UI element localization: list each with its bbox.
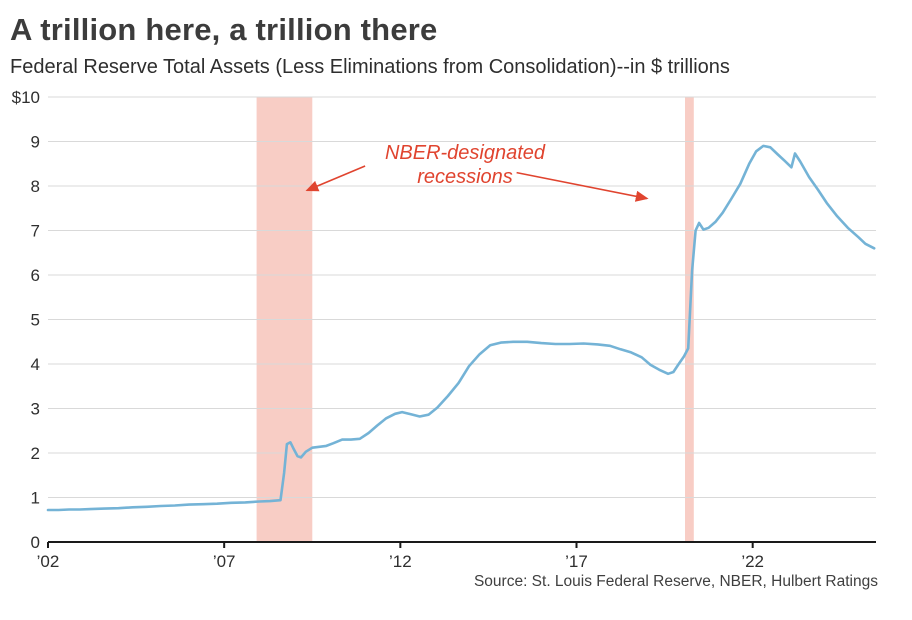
y-tick-label: 0 [31,533,40,552]
x-tick-label: ’07 [213,552,236,571]
y-tick-label: 9 [31,133,40,152]
x-tick-label: ’17 [565,552,588,571]
x-tick-label: ’12 [389,552,412,571]
annotation-arrow [305,165,366,192]
y-tick-label: 7 [31,222,40,241]
y-tick-label: 6 [31,266,40,285]
y-tick-label: 8 [31,177,40,196]
assets-line [46,144,876,512]
x-tick-label: ’22 [741,552,764,571]
y-tick-label: 2 [31,444,40,463]
annotation-arrow [516,171,649,202]
y-tick-label: 5 [31,311,40,330]
x-tick-label: ’02 [37,552,60,571]
chart-subtitle: Federal Reserve Total Assets (Less Elimi… [10,56,730,78]
y-tick-label: 3 [31,400,40,419]
y-tick-label: 4 [31,355,40,374]
y-tick-label: $10 [12,88,40,107]
source-credit: Source: St. Louis Federal Reserve, NBER,… [473,573,878,590]
page-title: A trillion here, a trillion there [10,12,438,47]
y-tick-label: 1 [31,489,40,508]
recession-annotation-label: NBER-designated recessions [384,142,546,188]
